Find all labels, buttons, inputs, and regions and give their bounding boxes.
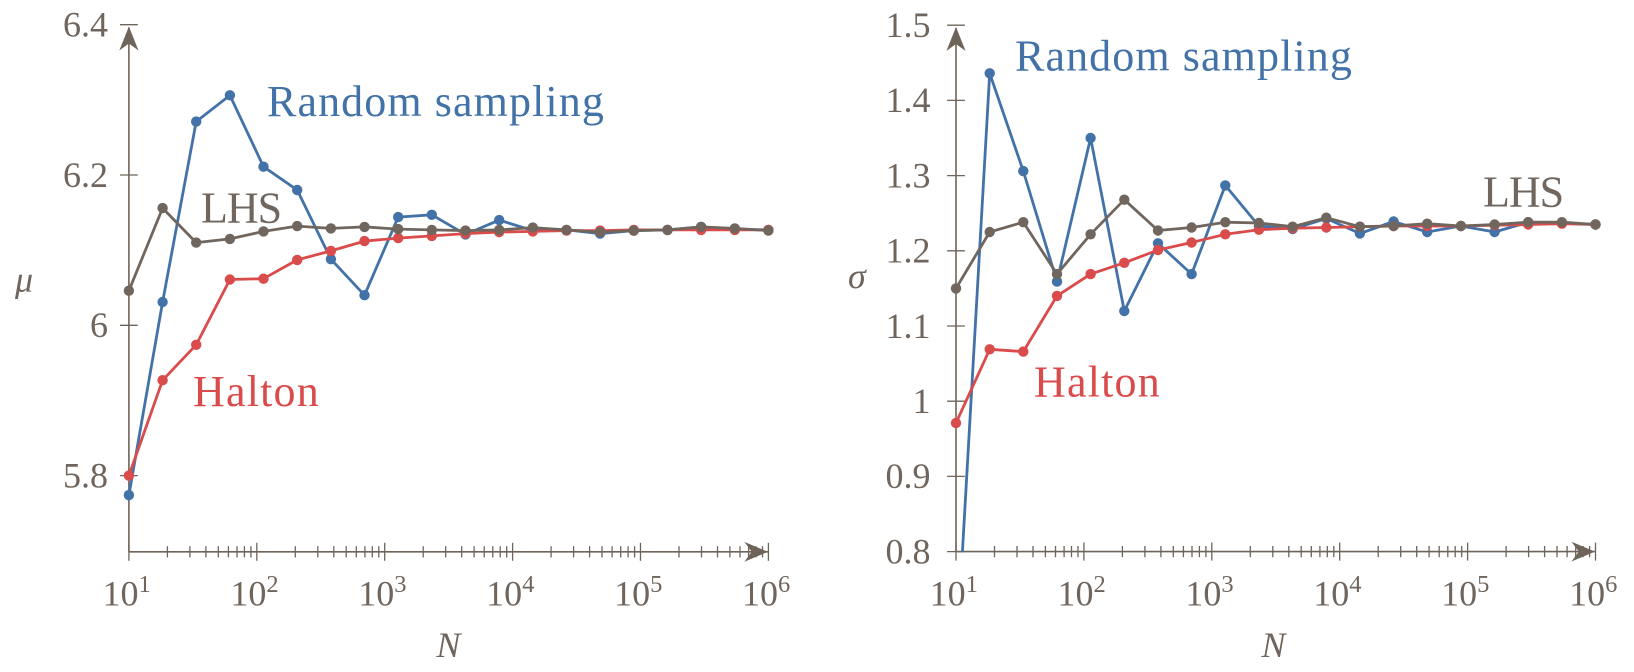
svg-text:σ: σ bbox=[848, 256, 867, 296]
svg-text:Halton: Halton bbox=[193, 367, 320, 416]
svg-text:1.2: 1.2 bbox=[886, 231, 931, 271]
svg-text:0.9: 0.9 bbox=[886, 456, 931, 496]
svg-text:5.8: 5.8 bbox=[63, 455, 108, 495]
svg-text:1.4: 1.4 bbox=[886, 80, 931, 120]
svg-text:N: N bbox=[1260, 625, 1287, 665]
svg-text:LHS: LHS bbox=[1483, 168, 1563, 217]
svg-text:6: 6 bbox=[90, 305, 108, 345]
svg-text:6.2: 6.2 bbox=[63, 155, 108, 195]
svg-text:N: N bbox=[435, 625, 462, 665]
svg-text:103: 103 bbox=[1185, 571, 1233, 614]
svg-text:1.5: 1.5 bbox=[886, 5, 931, 45]
svg-text:1.1: 1.1 bbox=[886, 306, 931, 346]
svg-text:1: 1 bbox=[913, 381, 931, 421]
svg-text:1.3: 1.3 bbox=[886, 155, 931, 195]
svg-text:105: 105 bbox=[614, 571, 662, 614]
svg-text:0.8: 0.8 bbox=[886, 531, 931, 571]
svg-text:LHS: LHS bbox=[201, 184, 281, 233]
svg-text:Halton: Halton bbox=[1034, 358, 1161, 407]
svg-text:Random sampling: Random sampling bbox=[267, 77, 605, 126]
svg-text:μ: μ bbox=[14, 260, 33, 300]
svg-text:Random sampling: Random sampling bbox=[1015, 32, 1353, 81]
svg-text:6.4: 6.4 bbox=[63, 5, 108, 45]
